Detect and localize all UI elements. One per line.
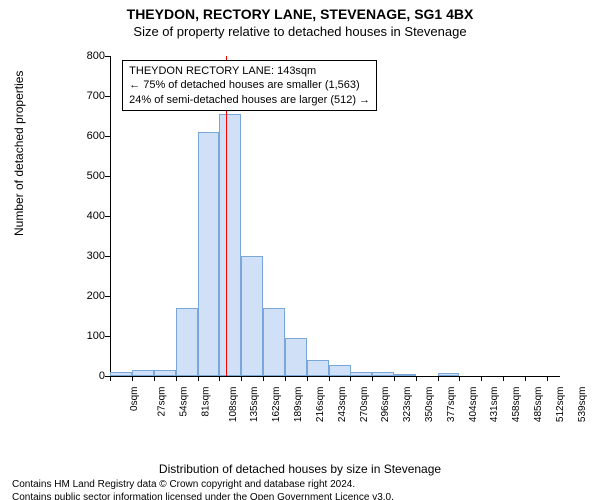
x-tick (416, 376, 417, 381)
x-tick-label: 350sqm (424, 387, 435, 423)
x-tick-label: 189sqm (293, 387, 304, 423)
footer-line-1: Contains HM Land Registry data © Crown c… (12, 479, 588, 492)
plot-area: THEYDON RECTORY LANE: 143sqm← 75% of det… (110, 56, 560, 376)
x-tick-label: 296sqm (380, 387, 391, 423)
annotation-line: THEYDON RECTORY LANE: 143sqm (129, 64, 370, 78)
x-tick-label: 323sqm (402, 387, 413, 423)
x-tick (132, 376, 133, 381)
y-tick-label: 100 (87, 330, 105, 342)
y-tick-label: 500 (87, 170, 105, 182)
y-tick (105, 96, 110, 97)
x-tick-label: 162sqm (271, 387, 282, 423)
x-tick (329, 376, 330, 381)
chart-subtitle: Size of property relative to detached ho… (0, 24, 600, 39)
x-tick (503, 376, 504, 381)
x-tick-label: 404sqm (468, 387, 479, 423)
x-tick (481, 376, 482, 381)
histogram-bar (110, 372, 132, 376)
histogram-bar (176, 308, 198, 376)
y-tick (105, 336, 110, 337)
x-tick (307, 376, 308, 381)
y-tick-label: 300 (87, 250, 105, 262)
chart-title: THEYDON, RECTORY LANE, STEVENAGE, SG1 4B… (0, 6, 600, 22)
x-tick-label: 108sqm (228, 387, 239, 423)
x-tick-label: 27sqm (156, 387, 167, 417)
histogram-bar (350, 372, 372, 376)
page: THEYDON, RECTORY LANE, STEVENAGE, SG1 4B… (0, 6, 600, 500)
y-tick (105, 256, 110, 257)
x-tick (219, 376, 220, 381)
histogram-bar (241, 256, 263, 376)
x-tick (241, 376, 242, 381)
x-tick-label: 0sqm (129, 387, 140, 411)
histogram-bar (198, 132, 220, 376)
x-tick (547, 376, 548, 381)
annotation-line: 24% of semi-detached houses are larger (… (129, 93, 370, 107)
x-tick-label: 458sqm (511, 387, 522, 423)
x-tick-label: 216sqm (315, 387, 326, 423)
y-tick-label: 600 (87, 130, 105, 142)
x-tick-label: 81sqm (200, 387, 211, 417)
x-tick-label: 243sqm (337, 387, 348, 423)
y-tick (105, 136, 110, 137)
plot: THEYDON RECTORY LANE: 143sqm← 75% of det… (70, 56, 570, 416)
x-tick (198, 376, 199, 381)
x-tick (110, 376, 111, 381)
x-axis-line (110, 376, 560, 377)
annotation-box: THEYDON RECTORY LANE: 143sqm← 75% of det… (122, 60, 377, 111)
x-tick (154, 376, 155, 381)
x-tick (350, 376, 351, 381)
x-tick-label: 431sqm (490, 387, 501, 423)
histogram-bar (154, 370, 176, 376)
histogram-bar (219, 114, 241, 376)
x-tick-label: 377sqm (446, 387, 457, 423)
y-tick-label: 400 (87, 210, 105, 222)
x-tick (525, 376, 526, 381)
y-tick (105, 296, 110, 297)
histogram-bar (132, 370, 154, 376)
x-tick-label: 270sqm (359, 387, 370, 423)
y-tick-label: 700 (87, 90, 105, 102)
histogram-bar (372, 372, 394, 376)
x-tick (372, 376, 373, 381)
y-tick-label: 800 (87, 50, 105, 62)
histogram-bar (394, 374, 416, 376)
x-tick (285, 376, 286, 381)
y-tick-label: 200 (87, 290, 105, 302)
y-tick (105, 176, 110, 177)
annotation-line: ← 75% of detached houses are smaller (1,… (129, 78, 370, 92)
x-tick-label: 135sqm (250, 387, 261, 423)
x-tick (176, 376, 177, 381)
y-axis-label: Number of detached properties (12, 71, 26, 236)
y-tick (105, 56, 110, 57)
x-tick (459, 376, 460, 381)
chart-container: THEYDON RECTORY LANE: 143sqm← 75% of det… (70, 56, 570, 416)
footer: Contains HM Land Registry data © Crown c… (12, 479, 588, 500)
histogram-bar (329, 365, 351, 376)
y-tick-label: 0 (99, 370, 105, 382)
histogram-bar (263, 308, 285, 376)
x-tick (438, 376, 439, 381)
y-tick (105, 216, 110, 217)
footer-line-2: Contains public sector information licen… (12, 492, 588, 500)
histogram-bar (438, 373, 460, 376)
x-axis-label: Distribution of detached houses by size … (0, 462, 600, 476)
x-tick-label: 54sqm (178, 387, 189, 417)
x-tick (394, 376, 395, 381)
histogram-bar (285, 338, 307, 376)
x-tick (263, 376, 264, 381)
x-tick-label: 485sqm (533, 387, 544, 423)
x-tick-label: 539sqm (577, 387, 588, 423)
x-tick-label: 512sqm (555, 387, 566, 423)
histogram-bar (307, 360, 329, 376)
